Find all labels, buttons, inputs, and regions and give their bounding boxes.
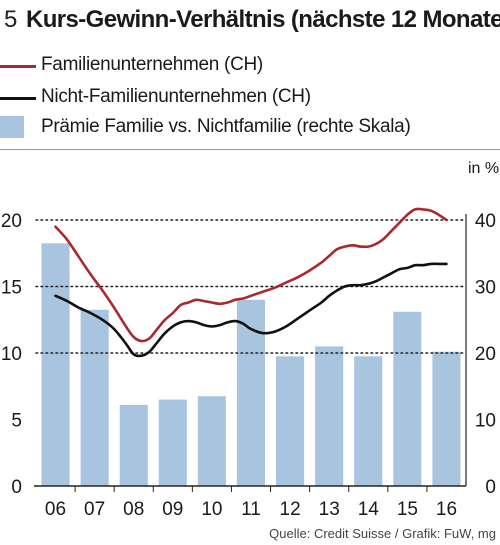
x-tick-label-15: 15: [397, 499, 418, 520]
x-tick-label-07: 07: [84, 499, 105, 520]
line-non-family: [54, 262, 448, 358]
x-tick-label-06: 06: [45, 499, 66, 520]
legend-label-family: Familienunternehmen (CH): [41, 54, 263, 75]
bar-12: [276, 356, 305, 486]
legend-swatch-premium: [0, 116, 24, 138]
right-tick-label-0: 0: [485, 477, 496, 498]
x-tick-label-08: 08: [123, 499, 144, 520]
left-tick-label-10: 10: [1, 344, 22, 365]
chart-title: Kurs-Gewinn-Verhältnis (nächste 12 Monat…: [26, 6, 500, 33]
legend-label-non-family: Nicht-Familienunternehmen (CH): [41, 86, 311, 107]
bar-09: [158, 399, 187, 486]
right-tick-label-10: 10: [475, 411, 496, 432]
bar-10: [197, 396, 226, 486]
right-tick-label-40: 40: [475, 211, 496, 232]
bar-07: [80, 309, 109, 486]
right-tick-label-30: 30: [475, 278, 496, 299]
header-divider: [0, 149, 500, 150]
legend-item-premium: Prämie Familie vs. Nichtfamilie (rechte …: [0, 114, 500, 142]
bar-13: [315, 346, 344, 486]
right-axis-unit: in %: [468, 160, 500, 177]
x-tick-label-16: 16: [436, 499, 457, 520]
x-tick-label-12: 12: [280, 499, 301, 520]
x-tick-label-11: 11: [241, 499, 261, 520]
chart-header: 5 Kurs-Gewinn-Verhältnis (nächste 12 Mon…: [0, 0, 500, 44]
bar-08: [119, 404, 148, 486]
x-tick-label-14: 14: [358, 499, 380, 520]
line-family: [54, 207, 448, 343]
bar-11: [236, 299, 265, 486]
left-tick-label-0: 0: [11, 477, 22, 498]
legend-label-premium: Prämie Familie vs. Nichtfamilie (rechte …: [41, 116, 411, 137]
legend-item-non-family: Nicht-Familienunternehmen (CH): [0, 84, 500, 112]
left-tick-label-20: 20: [1, 211, 22, 232]
figure-number: 5: [4, 6, 18, 33]
x-tick-label-10: 10: [201, 499, 222, 520]
x-tick-label-13: 13: [319, 499, 340, 520]
left-tick-label-15: 15: [1, 278, 22, 299]
left-tick-label-5: 5: [11, 411, 22, 432]
source-note: Quelle: Credit Suisse / Grafik: FuW, mg: [269, 526, 496, 541]
legend-swatch-family: [0, 65, 36, 68]
legend-item-family: Familienunternehmen (CH): [0, 52, 500, 80]
x-tick-label-09: 09: [162, 499, 183, 520]
legend-swatch-non-family: [0, 97, 36, 100]
bar-15: [393, 311, 422, 486]
bar-16: [432, 351, 461, 486]
right-tick-label-20: 20: [475, 344, 496, 365]
bar-06: [41, 243, 70, 486]
bar-14: [354, 356, 383, 486]
